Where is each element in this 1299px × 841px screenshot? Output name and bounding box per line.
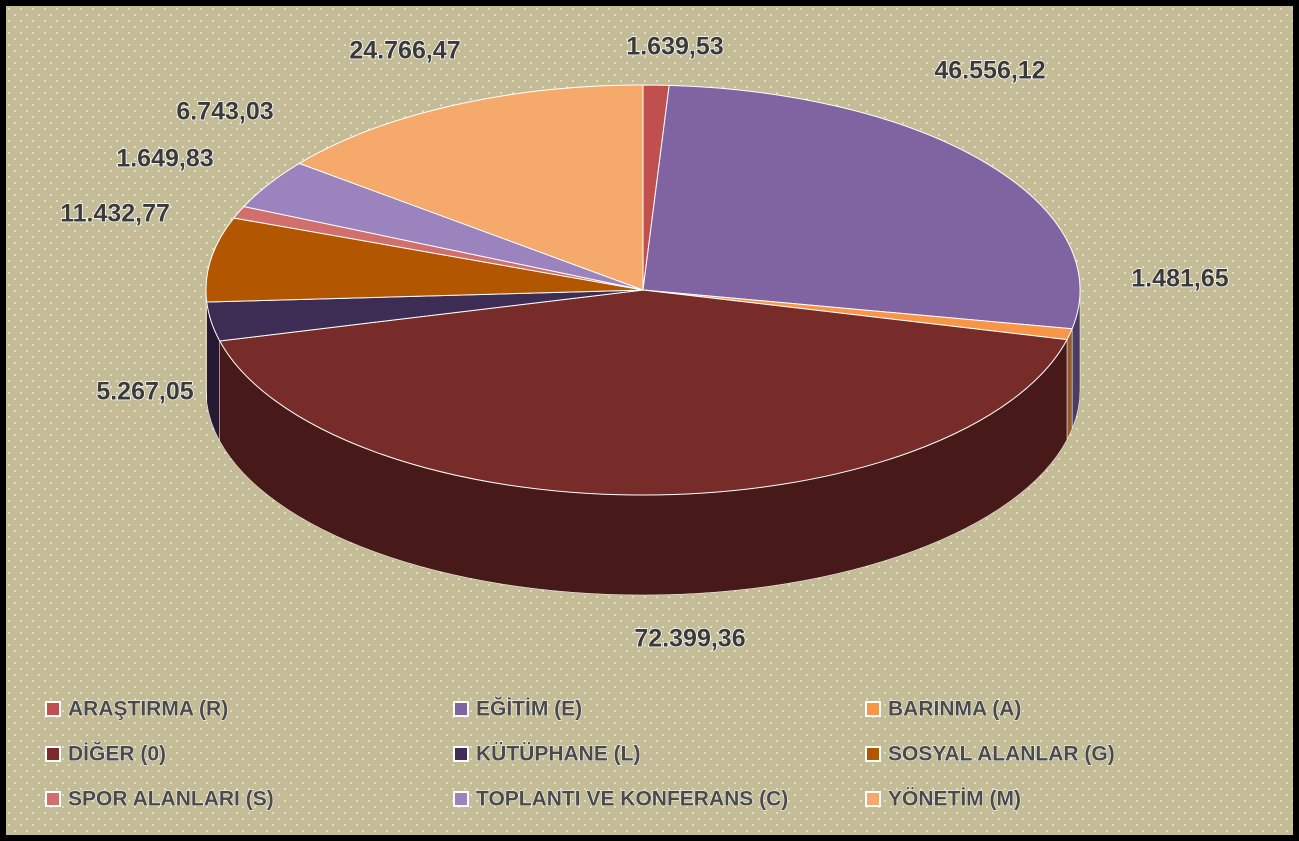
legend-swatch <box>45 746 61 762</box>
legend-label: SPOR ALANLARI (S) <box>68 788 274 811</box>
legend-label: ARAŞTIRMA (R) <box>68 698 228 721</box>
pie-slice <box>205 217 644 303</box>
legend-swatch <box>45 791 61 807</box>
legend-swatch <box>865 746 881 762</box>
legend-swatch <box>453 746 469 762</box>
data-label: 1.649,83 <box>116 145 213 173</box>
data-label: 11.432,77 <box>60 200 170 228</box>
legend-label: KÜTÜPHANE (L) <box>476 743 640 766</box>
data-label: 46.556,12 <box>934 57 1045 85</box>
legend-label: BARINMA (A) <box>888 698 1021 721</box>
pie-side <box>1066 328 1073 440</box>
legend-swatch <box>865 701 881 717</box>
legend: ARAŞTIRMA (R) EĞİTİM (E) BARINMA (A) DİĞER … <box>45 696 1115 811</box>
legend-swatch <box>865 791 881 807</box>
legend-label: EĞİTİM (E) <box>476 697 582 721</box>
pie <box>205 84 1081 596</box>
data-label: 5.267,05 <box>96 378 193 406</box>
labels: 1.639,53 46.556,12 1.481,65 72.399,36 5.267,… <box>59 32 1229 654</box>
legend-label: YÖNETİM (M) <box>888 788 1021 811</box>
pie-slice <box>298 84 644 291</box>
data-label: 1.639,53 <box>626 33 723 61</box>
pie-slice <box>218 289 1068 496</box>
data-label: 72.399,36 <box>634 625 745 653</box>
legend-label: SOSYAL ALANLAR (G) <box>888 743 1115 766</box>
legend-label: TOPLANTI VE KONFERANS (C) <box>476 788 788 811</box>
pie-side <box>205 289 208 403</box>
legend-swatch <box>45 701 61 717</box>
legend-swatch <box>453 701 469 717</box>
data-label: 1.481,65 <box>1131 265 1228 293</box>
data-label: 6.743,03 <box>176 98 273 126</box>
legend-swatch <box>453 791 469 807</box>
pie-slice <box>642 84 1081 330</box>
legend-label: DİĞER (0) <box>68 742 166 766</box>
data-label: 24.766,47 <box>349 37 460 65</box>
